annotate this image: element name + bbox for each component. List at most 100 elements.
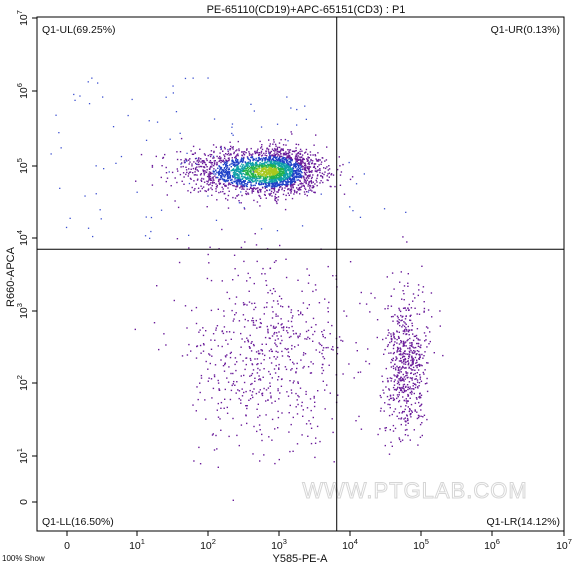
- event-dot: [201, 187, 203, 190]
- event-dot: [188, 234, 190, 236]
- event-dot: [240, 246, 243, 249]
- event-dot: [246, 173, 248, 176]
- event-dot: [251, 176, 253, 178]
- event-dot: [274, 159, 276, 162]
- event-dot: [258, 152, 261, 154]
- event-dot: [269, 178, 271, 180]
- event-dot: [285, 258, 287, 260]
- event-dot: [399, 370, 401, 372]
- event-dot: [411, 369, 413, 371]
- event-dot: [252, 174, 254, 177]
- event-dot: [391, 377, 393, 380]
- event-dot: [258, 326, 261, 328]
- event-dot: [223, 193, 225, 195]
- event-dot: [398, 438, 401, 441]
- event-dot: [244, 161, 246, 163]
- event-dot: [193, 189, 195, 191]
- event-dot: [268, 183, 270, 186]
- event-dot: [263, 172, 265, 174]
- event-dot: [249, 181, 251, 183]
- event-dot: [252, 167, 254, 170]
- event-dot: [301, 150, 303, 152]
- event-dot: [262, 174, 264, 177]
- event-dot: [160, 176, 162, 179]
- event-dot: [213, 173, 215, 175]
- event-dot: [214, 169, 217, 172]
- event-dot: [272, 327, 275, 329]
- event-dot: [235, 173, 237, 176]
- event-dot: [264, 185, 266, 188]
- event-dot: [240, 175, 243, 178]
- event-dot: [412, 382, 414, 385]
- event-dot: [400, 371, 402, 373]
- event-dot: [405, 309, 407, 311]
- event-dot: [222, 190, 224, 193]
- event-dot: [236, 177, 238, 179]
- event-dot: [405, 333, 407, 335]
- event-dot: [212, 144, 215, 146]
- event-dot: [307, 159, 309, 161]
- event-dot: [318, 164, 320, 166]
- event-dot: [296, 171, 298, 174]
- event-dot: [279, 181, 281, 183]
- event-dot: [315, 179, 317, 182]
- event-dot: [232, 499, 234, 501]
- event-dot: [274, 162, 276, 165]
- event-dot: [297, 382, 299, 384]
- event-dot: [279, 392, 281, 394]
- event-dot: [420, 409, 422, 411]
- event-dot: [250, 173, 253, 176]
- event-dot: [269, 194, 271, 197]
- event-dot: [269, 172, 272, 174]
- event-dot: [420, 403, 423, 405]
- event-dot: [213, 179, 215, 182]
- event-dot: [308, 189, 310, 191]
- event-dot: [288, 158, 290, 160]
- event-dot: [228, 183, 231, 185]
- event-dot: [393, 410, 395, 413]
- event-dot: [397, 382, 400, 384]
- event-dot: [259, 180, 262, 183]
- event-dot: [302, 182, 304, 185]
- event-dot: [232, 148, 234, 150]
- event-dot: [134, 328, 136, 331]
- event-dot: [192, 172, 194, 174]
- event-dot: [294, 156, 297, 158]
- event-dot: [239, 187, 241, 189]
- event-dot: [190, 168, 192, 170]
- event-dot: [314, 442, 317, 444]
- event-dot: [296, 160, 298, 162]
- event-dot: [280, 335, 282, 337]
- event-dot: [397, 369, 399, 371]
- event-dot: [271, 418, 274, 421]
- event-dot: [409, 342, 411, 344]
- event-dot: [259, 389, 261, 391]
- event-dot: [238, 175, 240, 178]
- event-dot: [398, 437, 400, 439]
- event-dot: [185, 160, 187, 162]
- event-dot: [399, 347, 401, 349]
- event-dot: [262, 179, 264, 182]
- event-dot: [290, 389, 293, 391]
- event-dot: [252, 169, 254, 171]
- event-dot: [307, 157, 310, 159]
- event-dot: [388, 332, 390, 334]
- event-dot: [186, 327, 188, 329]
- event-dot: [400, 340, 403, 343]
- event-dot: [263, 162, 266, 164]
- event-dot: [284, 180, 286, 182]
- event-dot: [413, 388, 415, 390]
- event-dot: [279, 150, 282, 152]
- event-dot: [306, 179, 309, 181]
- event-dot: [423, 373, 425, 375]
- event-dot: [240, 375, 242, 377]
- event-dot: [79, 95, 81, 97]
- event-dot: [266, 325, 268, 328]
- event-dot: [391, 413, 393, 416]
- event-dot: [299, 180, 301, 182]
- event-dot: [301, 171, 303, 174]
- event-dot: [246, 170, 248, 172]
- event-dot: [215, 219, 218, 221]
- event-dot: [271, 170, 274, 172]
- event-dot: [282, 193, 285, 196]
